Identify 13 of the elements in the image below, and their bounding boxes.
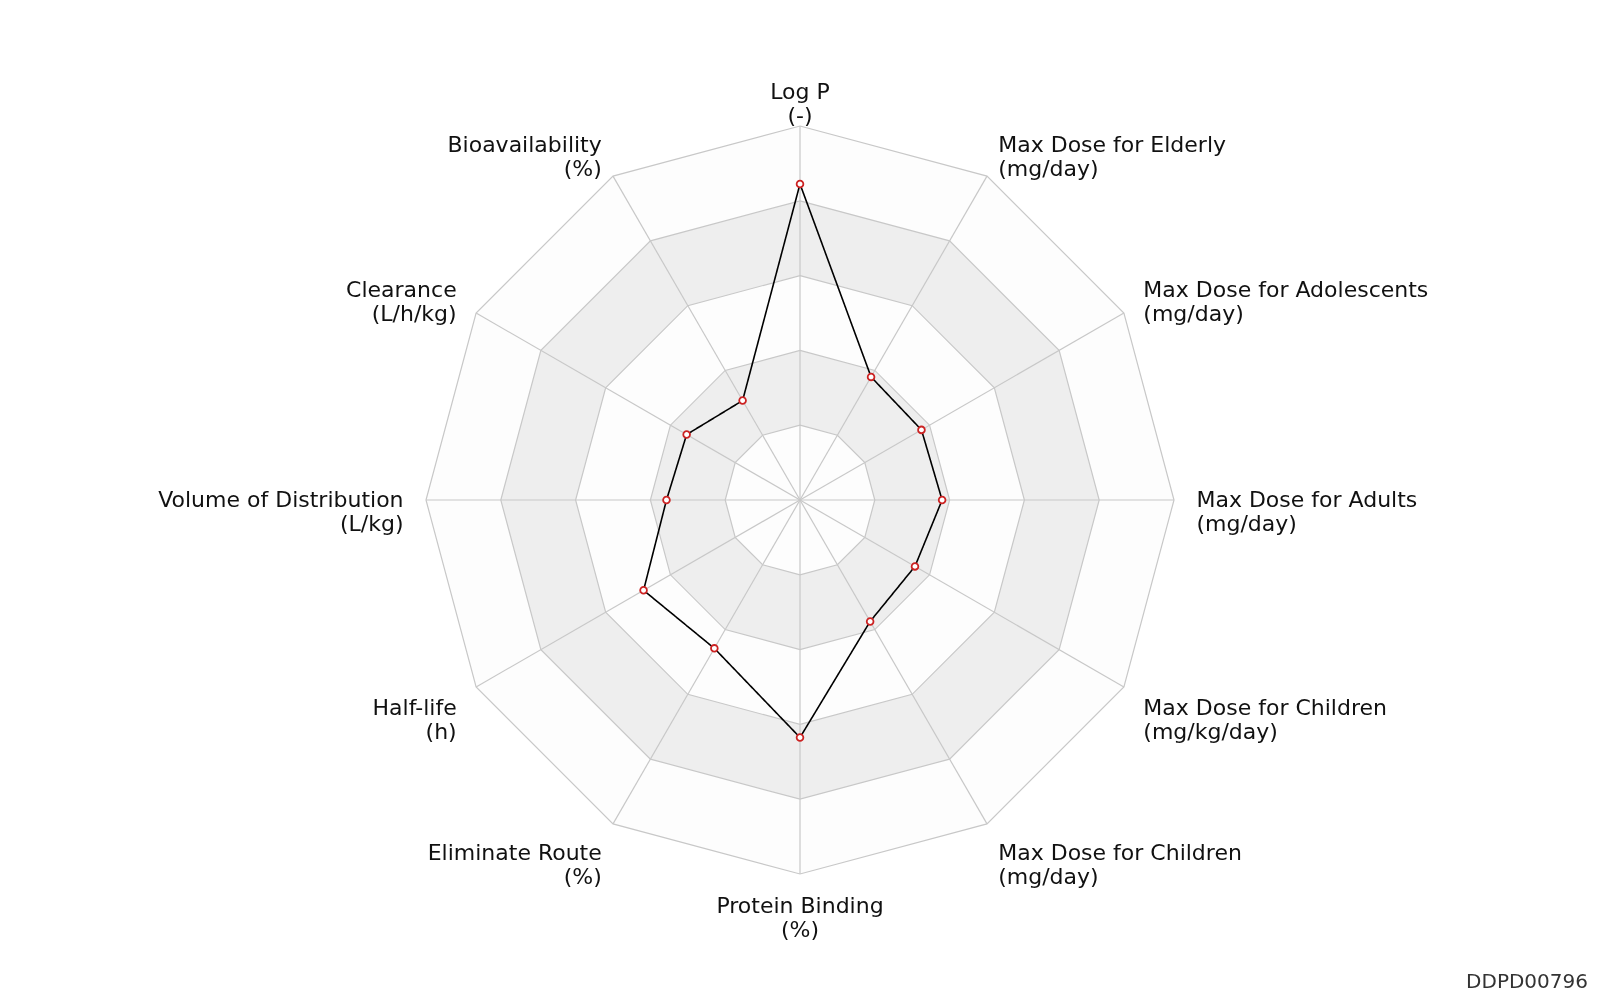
spoke-label: Max Dose for Children (mg/day): [998, 840, 1242, 890]
spoke-label: Protein Binding (%): [716, 893, 884, 943]
spoke-label: Half-life (h): [372, 695, 457, 745]
spoke-label: Max Dose for Children (mg/kg/day): [1143, 695, 1387, 745]
spoke-label: Max Dose for Elderly (mg/day): [998, 131, 1227, 181]
spoke-label: Bioavailability (%): [447, 131, 602, 181]
text: DDPD00796: [1466, 969, 1588, 993]
spoke-label: Clearance (L/h/kg): [346, 276, 457, 326]
spoke-label: Max Dose for Adults (mg/day): [1196, 487, 1418, 536]
spoke-label: Eliminate Route (%): [427, 840, 602, 890]
spoke-label: Volume of Distribution (L/kg): [158, 487, 404, 536]
spoke-label: Max Dose for Adolescents (mg/day): [1143, 276, 1429, 326]
spoke-label: Log P (-): [770, 78, 830, 128]
